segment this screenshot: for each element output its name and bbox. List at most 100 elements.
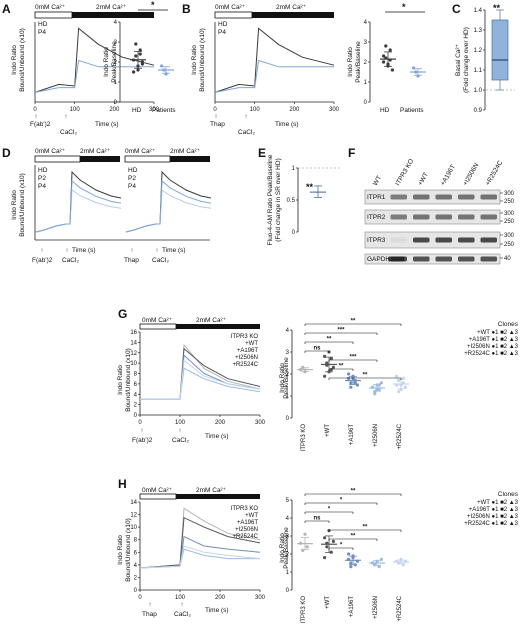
y-axis-label-line2: Bound/Unbound (x10) [19,173,26,237]
significance-star: * [402,2,406,12]
blot-row-label: GAPDH [367,256,390,263]
x-tick-label: 100 [175,595,186,601]
clones-entry: +A196T ●1 ■2 ▲3 [469,337,519,343]
blot-band [458,214,475,220]
data-point [349,385,353,389]
data-point [382,60,386,64]
y-label-peak-l2: Peak/Baseline [283,527,290,569]
y-label-peak-l1: Indo Ratio [103,47,110,77]
panel-d-traces: 0mM Ca²⁺ 2mM Ca²⁺ 0mM Ca²⁺ 2mM Ca²⁺ Indo… [11,148,212,264]
significance-label: ** [339,364,344,370]
y-axis-label-line1: Indo Ratio [11,45,18,75]
legend-hd: HD [38,21,48,28]
condition-2mm: 2mM Ca²⁺ [170,148,201,155]
y-tick-label: 3 [286,350,290,356]
trace-p4 [125,179,212,233]
panel-label-b: B [182,2,191,16]
panel-label-e: E [258,146,266,160]
significance-label: * [328,507,331,513]
significance-label: *** [349,355,357,361]
data-point [325,361,329,365]
data-point [388,58,392,62]
panel-b-scatter: Indo Ratio Peak/Baseline 0 1 2 3 4 * HD Pati… [347,2,426,114]
x-tick-label: 100 [250,107,261,113]
panel-a-scatter: Indo Ratio Peak/Baseline 0 1 2 3 4 * HD Pati… [103,0,176,114]
data-point [140,62,144,66]
group-hd: HD [380,107,390,114]
trace-p4 [35,179,122,233]
condition-2mm: 2mM Ca²⁺ [196,317,227,324]
blot-column-label: WT [372,175,383,187]
data-point [397,390,401,394]
y-tick-label: 1.1 [474,68,483,74]
y-label-basal-l2: (Fold change over HD) [463,27,470,93]
y-label-peak-l1: Indo Ratio [279,533,286,563]
blot-band [480,237,497,243]
data-point [303,532,307,536]
clones-entry: +WT ●1 ■2 ▲3 [477,500,519,506]
condition-0mm: 0mM Ca²⁺ [142,487,173,494]
y-label-fluo-l2: (Fold change in SR over HD) [275,158,282,241]
y-axis-label-line2: Bound/Unbound (x10) [125,348,132,412]
legend-p2: P2 [128,175,136,182]
blot-band [435,194,452,200]
data-point [377,387,381,391]
panel-e-scatter: Fluo-4-AM Ratio Peak/Baseline (Fold chan… [267,154,340,245]
y-tick-label: 1.3 [474,28,483,34]
y-tick-label: 1 [286,570,290,576]
data-point [331,365,335,369]
blot-band [435,214,452,220]
data-point [323,556,327,560]
data-point [386,64,390,68]
data-point [379,557,383,562]
data-point [403,385,407,389]
blot-band [390,256,407,262]
arrow-up-icon: ↑ [140,427,143,434]
blot-band [480,256,497,262]
data-point [355,559,359,563]
data-point [395,559,399,563]
data-point [347,372,351,376]
legend-p4: P4 [218,29,226,36]
blot-band [413,194,430,200]
blot-row-label: ITPR3 [367,237,386,244]
group-label: +WT [325,596,331,609]
significance-label: ns [313,516,321,522]
trace-series [139,545,261,569]
arrow-up-icon: ↑ [130,247,133,254]
panel-h-trace: 0mM Ca²⁺ 2mM Ca²⁺ Indo Ratio Bound/Unbou… [117,487,266,618]
condition-0mm: 0mM Ca²⁺ [142,317,173,324]
trace-series [139,548,260,569]
blot-band [458,256,475,262]
x-tick-label: 300 [255,420,266,426]
trace-hd [34,27,155,93]
y-tick-label: 6 [134,382,138,388]
legend-entry: +I2506N [235,355,258,361]
legend-entry: +I2506N [235,527,258,533]
data-point [399,387,403,391]
legend-p4: P4 [38,183,46,190]
y-tick-label: 10 [130,525,137,531]
data-point [373,390,377,394]
group-patients: Patients [400,107,424,114]
group-hd: HD [132,107,142,114]
clones-entry: +R2524C ●1 ■2 ▲3 [464,351,518,357]
x-axis-label: Time (s) [72,247,96,254]
legend-entry: +A196T [237,520,259,526]
data-point [371,385,375,389]
blot-column-label: +R2524C [484,159,504,187]
data-point [132,70,136,74]
y-tick-label: 6 [134,550,138,556]
data-point [299,368,303,372]
y-tick-label: 4 [286,516,290,522]
trace-series [139,516,261,569]
data-point [395,374,399,378]
stimulus-thap: Thap [124,257,139,264]
data-point [160,64,164,68]
clones-entry: +A196T ●1 ■2 ▲3 [469,507,519,513]
box [491,19,509,81]
condition-2mm: 2mM Ca²⁺ [196,487,227,494]
clones-entry: +I2506N ●1 ■2 ▲3 [467,514,519,520]
trace-p4 [214,59,334,93]
trace-p2 [35,189,122,233]
